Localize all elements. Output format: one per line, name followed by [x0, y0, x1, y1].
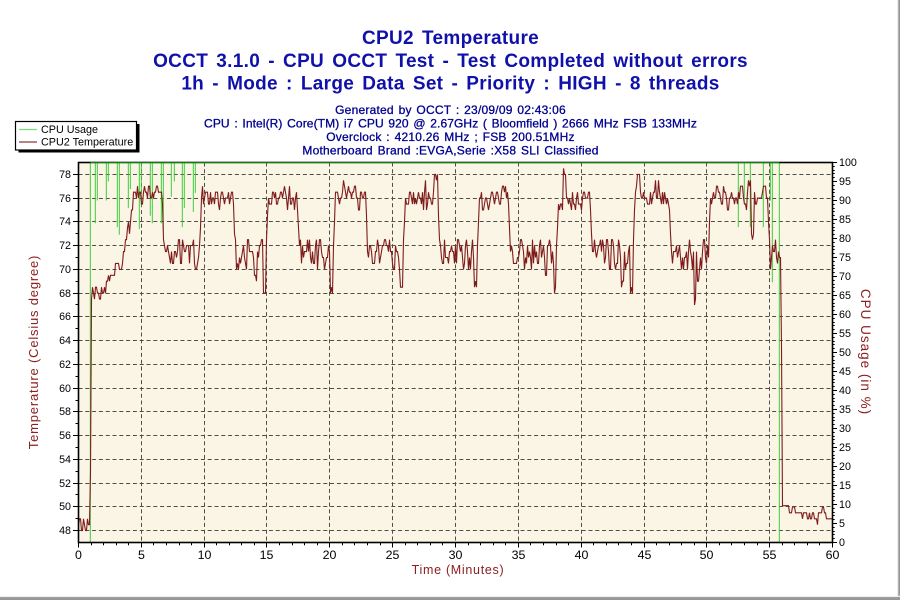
- svg-text:100: 100: [839, 157, 857, 169]
- svg-text:15: 15: [260, 548, 274, 562]
- svg-text:90: 90: [839, 195, 851, 207]
- svg-text:1h - Mode : Large Data Set - P: 1h - Mode : Large Data Set - Priority : …: [181, 74, 719, 95]
- svg-text:Time (Minutes): Time (Minutes): [412, 563, 505, 577]
- svg-text:Overclock : 4210.26 MHz ; FSB: Overclock : 4210.26 MHz ; FSB 200.51MHz: [326, 130, 575, 144]
- svg-text:70: 70: [839, 271, 851, 283]
- svg-text:25: 25: [839, 442, 851, 454]
- svg-text:74: 74: [59, 216, 71, 228]
- svg-text:Generated by OCCT : 23/09/09 0: Generated by OCCT : 23/09/09 02:43:06: [335, 103, 566, 117]
- svg-text:45: 45: [638, 548, 652, 562]
- svg-text:0: 0: [75, 548, 82, 562]
- svg-text:75: 75: [839, 252, 851, 264]
- svg-text:20: 20: [323, 548, 337, 562]
- svg-text:72: 72: [59, 240, 71, 252]
- svg-text:45: 45: [839, 366, 851, 378]
- svg-text:50: 50: [59, 501, 71, 513]
- svg-text:Temperature (Celsius degree): Temperature (Celsius degree): [26, 255, 41, 449]
- svg-text:95: 95: [839, 176, 851, 188]
- svg-text:50: 50: [839, 347, 851, 359]
- svg-text:68: 68: [59, 288, 71, 300]
- svg-text:0: 0: [839, 537, 845, 549]
- svg-text:CPU2 Temperature: CPU2 Temperature: [362, 28, 539, 49]
- svg-text:76: 76: [59, 193, 71, 205]
- svg-text:56: 56: [59, 430, 71, 442]
- svg-text:70: 70: [59, 264, 71, 276]
- svg-text:CPU2 Temperature: CPU2 Temperature: [41, 137, 133, 149]
- svg-text:60: 60: [826, 548, 840, 562]
- svg-text:55: 55: [839, 328, 851, 340]
- svg-text:35: 35: [512, 548, 526, 562]
- svg-text:80: 80: [839, 233, 851, 245]
- svg-text:85: 85: [839, 214, 851, 226]
- svg-text:60: 60: [59, 383, 71, 395]
- svg-text:5: 5: [839, 518, 845, 530]
- svg-text:10: 10: [198, 548, 212, 562]
- svg-text:5: 5: [138, 548, 145, 562]
- svg-text:10: 10: [839, 499, 851, 511]
- svg-text:Motherboard Brand :EVGA,Serie: Motherboard Brand :EVGA,Serie :X58 SLI C…: [302, 144, 598, 158]
- svg-text:40: 40: [575, 548, 589, 562]
- svg-text:52: 52: [59, 478, 71, 490]
- svg-text:48: 48: [59, 525, 71, 537]
- svg-text:60: 60: [839, 309, 851, 321]
- svg-text:66: 66: [59, 311, 71, 323]
- svg-text:30: 30: [839, 423, 851, 435]
- svg-text:64: 64: [59, 335, 71, 347]
- svg-text:78: 78: [59, 169, 71, 181]
- svg-text:CPU Usage (in %): CPU Usage (in %): [858, 289, 873, 415]
- svg-text:30: 30: [449, 548, 463, 562]
- svg-text:65: 65: [839, 290, 851, 302]
- svg-text:OCCT 3.1.0 - CPU OCCT Test - T: OCCT 3.1.0 - CPU OCCT Test - Test Comple…: [153, 51, 748, 72]
- svg-text:20: 20: [839, 461, 851, 473]
- svg-text:25: 25: [386, 548, 400, 562]
- svg-text:62: 62: [59, 359, 71, 371]
- svg-text:15: 15: [839, 480, 851, 492]
- svg-text:35: 35: [839, 404, 851, 416]
- svg-text:40: 40: [839, 385, 851, 397]
- svg-text:50: 50: [700, 548, 714, 562]
- svg-text:CPU : Intel(R) Core(TM) i7 CPU: CPU : Intel(R) Core(TM) i7 CPU 920 @ 2.6…: [204, 117, 697, 131]
- svg-text:54: 54: [59, 454, 71, 466]
- svg-text:55: 55: [763, 548, 777, 562]
- svg-text:58: 58: [59, 406, 71, 418]
- svg-text:CPU Usage: CPU Usage: [41, 124, 98, 136]
